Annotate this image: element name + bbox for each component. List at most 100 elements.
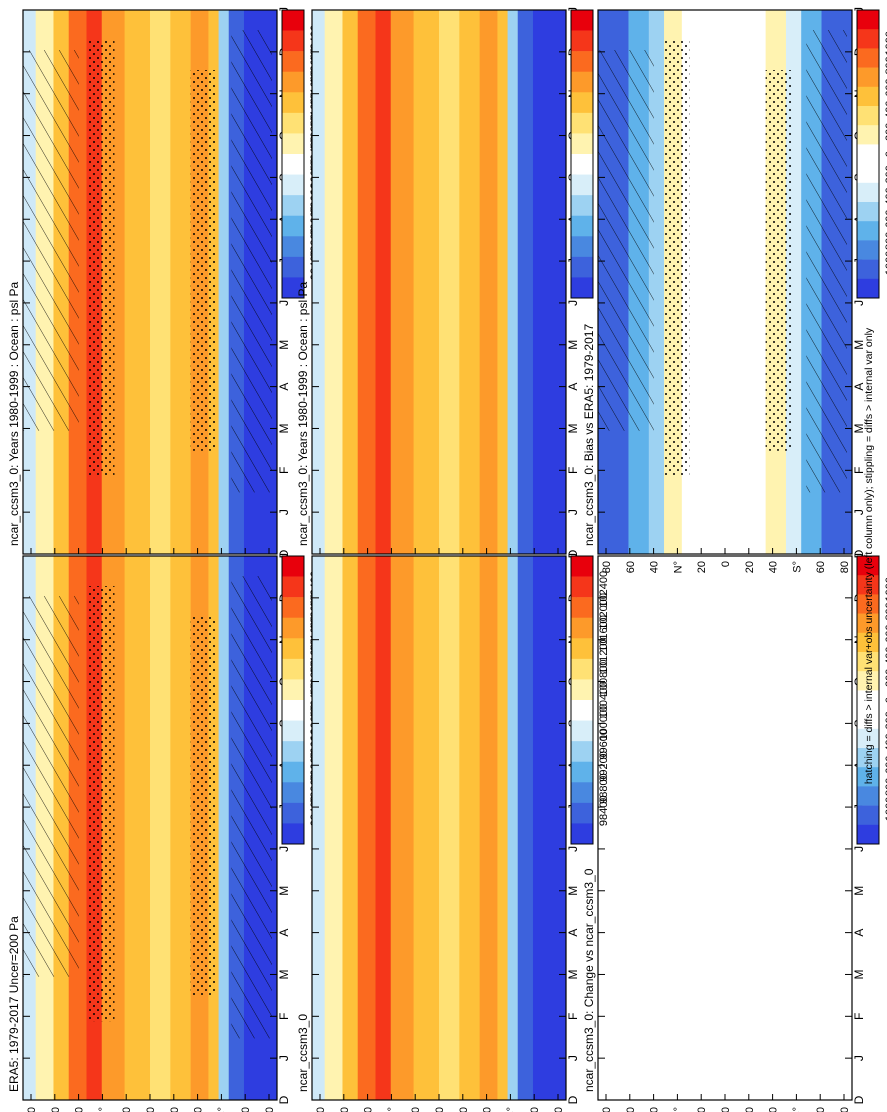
- colorbar-swatch: [857, 805, 879, 826]
- month-label: J: [277, 846, 291, 852]
- colorbar-swatch: [857, 29, 879, 49]
- month-label: A: [277, 383, 291, 391]
- colorbar-label: 100400: [598, 682, 610, 719]
- colorbar-label: -400: [884, 733, 887, 755]
- colorbar-swatch: [282, 154, 304, 175]
- hatching: [806, 30, 847, 493]
- panel-p5: DJFMAMJJASONDJ806040N°2002040S°6080ncar_…: [582, 7, 887, 573]
- lat-label: 80: [553, 1107, 565, 1112]
- colorbar-swatch: [857, 163, 879, 184]
- colorbar-swatch: [857, 632, 879, 653]
- colorbar-label: 0: [884, 151, 887, 157]
- colorbar-swatch: [571, 720, 593, 742]
- hatching: [598, 50, 654, 431]
- colorbar-swatch: [571, 700, 593, 721]
- colorbar-swatch: [282, 133, 304, 155]
- colorbar-label: 101200: [598, 637, 610, 674]
- month-label: M: [852, 423, 866, 433]
- month-label: J: [852, 300, 866, 306]
- field-band: [497, 556, 509, 1100]
- field-band: [124, 556, 151, 1100]
- lat-label: 80: [839, 1107, 851, 1112]
- month-label: M: [852, 886, 866, 896]
- lat-label: 0: [145, 1107, 157, 1112]
- colorbar-swatch: [857, 671, 879, 691]
- field-band: [517, 10, 534, 554]
- field-band: [413, 556, 440, 1100]
- field-band: [357, 556, 376, 1100]
- panel-p6: DJFMAMJJASONDJ806040N°2002040S°6080ncar_…: [582, 553, 887, 1112]
- colorbar-swatch: [857, 144, 879, 164]
- field-band: [413, 10, 440, 554]
- month-label: D: [277, 549, 291, 558]
- colorbar-swatch: [857, 125, 879, 145]
- lat-label: 20: [169, 1107, 181, 1112]
- lat-label: 80: [26, 1107, 38, 1112]
- colorbar-swatch: [857, 709, 879, 730]
- colorbar-swatch: [571, 658, 593, 680]
- lat-label: 60: [339, 1107, 351, 1112]
- panel-p4: DJFMAMJJASONDJ806040N°2002040S°6080ncar_…: [296, 553, 610, 1112]
- colorbar-swatch: [571, 823, 593, 845]
- month-label: F: [277, 467, 291, 474]
- panel-p3: DJFMAMJJASONDJ806040N°2002040S°6080ERA5:…: [7, 553, 321, 1112]
- colorbar-swatch: [571, 30, 593, 52]
- lat-label: N°: [672, 1107, 684, 1112]
- colorbar-swatch: [282, 700, 304, 721]
- colorbar-label: 600: [884, 624, 887, 642]
- colorbar-frame: [570, 9, 594, 299]
- colorbar-label: -800: [884, 232, 887, 254]
- colorbar-swatch: [857, 594, 879, 614]
- field-band: [390, 10, 415, 554]
- colorbar-swatch: [282, 195, 304, 217]
- colorbar-swatch: [282, 215, 304, 237]
- panel-title: ncar_ccsm3_0: [296, 1014, 310, 1092]
- month-label: D: [852, 549, 866, 558]
- colorbar-swatch: [282, 802, 304, 824]
- colorbar-swatch: [282, 658, 304, 680]
- colorbar-swatch: [857, 767, 879, 787]
- month-label: F: [566, 467, 580, 474]
- month-label: M: [277, 969, 291, 979]
- lat-label: 40: [363, 1107, 375, 1112]
- lat-label: 60: [815, 561, 827, 573]
- stippling: [89, 586, 115, 1022]
- colorbar-swatch: [857, 690, 879, 710]
- field-band: [357, 10, 376, 554]
- colorbar-label: 200: [884, 669, 887, 687]
- month-label: J: [852, 509, 866, 515]
- lat-label: 0: [720, 1107, 732, 1112]
- colorbar-label: -200: [884, 165, 887, 187]
- colorbar-swatch: [571, 576, 593, 598]
- month-label: F: [566, 1013, 580, 1020]
- panel-title: ncar_ccsm3_0: Bias vs ERA5: 1979-2017: [582, 324, 596, 546]
- month-label: A: [566, 383, 580, 391]
- stippling: [765, 70, 792, 451]
- colorbar-swatch: [571, 617, 593, 639]
- colorbar-swatch: [857, 613, 879, 634]
- colorbar-swatch: [857, 202, 879, 222]
- colorbar-swatch: [282, 256, 304, 278]
- lat-label: 20: [744, 561, 756, 573]
- colorbar-swatch: [282, 112, 304, 134]
- field-band: [439, 10, 460, 554]
- field-band: [324, 10, 343, 554]
- colorbar-frame: [856, 9, 880, 299]
- field-band: [375, 556, 392, 1100]
- colorbar-swatch: [282, 51, 304, 73]
- colorbar-swatch: [282, 597, 304, 619]
- field-band: [170, 10, 192, 554]
- colorbar-label: 102400: [598, 571, 610, 608]
- colorbar-swatch: [282, 617, 304, 639]
- colorbar-swatch: [857, 86, 879, 107]
- lat-label: 0: [720, 561, 732, 567]
- colorbar-swatch: [571, 174, 593, 196]
- month-label: F: [852, 1013, 866, 1020]
- plot-frame: [597, 555, 853, 1101]
- stippling: [89, 40, 115, 476]
- lat-label: 60: [815, 1107, 827, 1112]
- colorbar-swatch: [282, 823, 304, 845]
- lat-label: 20: [410, 1107, 422, 1112]
